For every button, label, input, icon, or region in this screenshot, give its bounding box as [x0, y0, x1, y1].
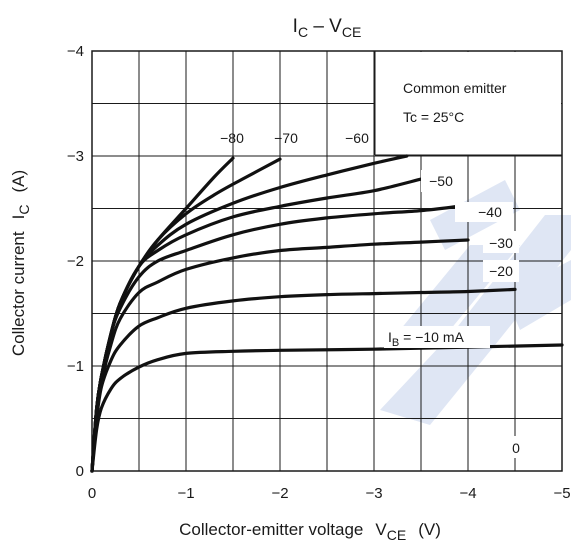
- curve-label-ib-60: −60: [345, 130, 369, 146]
- curve-label-ib-30: −30: [489, 235, 513, 251]
- curve-label-backgrounds: [384, 170, 527, 458]
- x-tick-label: −2: [271, 485, 288, 502]
- x-tick-label: −5: [553, 485, 570, 502]
- curve-label-ib-0: 0: [512, 440, 520, 456]
- y-tick-label: −1: [67, 358, 84, 375]
- chart-title: IC – VCE: [293, 16, 362, 40]
- series-line: [90, 287, 517, 473]
- curve-label-ib-20: −20: [489, 263, 513, 279]
- condition-temperature: Tc = 25°C: [403, 109, 464, 125]
- x-tick-label: −4: [459, 485, 476, 502]
- y-axis-title: Collector currentIC(A): [9, 170, 32, 356]
- y-tick-label: −4: [67, 43, 84, 60]
- y-tick-label: 0: [76, 463, 84, 480]
- x-tick-label: 0: [88, 485, 96, 502]
- curve-label-ib-10: IB = −10 mA: [388, 329, 464, 349]
- curve-label-ib-80: −80: [220, 130, 244, 146]
- y-tick-label: −3: [67, 148, 84, 165]
- x-tick-label: −1: [177, 485, 194, 502]
- series-line: [90, 343, 564, 473]
- plot-frame: [91, 50, 563, 472]
- y-tick-labels: 0 −1 −2 −3 −4: [67, 43, 84, 480]
- x-axis-title: Collector-emitter voltage VCE (V): [179, 520, 441, 543]
- x-tick-label: −3: [365, 485, 382, 502]
- curve-label-ib-40: −40: [478, 204, 502, 220]
- condition-box: [375, 52, 561, 155]
- condition-common-emitter: Common emitter: [403, 80, 507, 96]
- curve-label-ib-70: −70: [274, 130, 298, 146]
- curves: [90, 154, 564, 473]
- series-line: [90, 238, 470, 473]
- x-tick-labels: 0 −1 −2 −3 −4 −5: [88, 485, 571, 502]
- curve-label-ib-50: −50: [429, 173, 453, 189]
- y-tick-label: −2: [67, 253, 84, 270]
